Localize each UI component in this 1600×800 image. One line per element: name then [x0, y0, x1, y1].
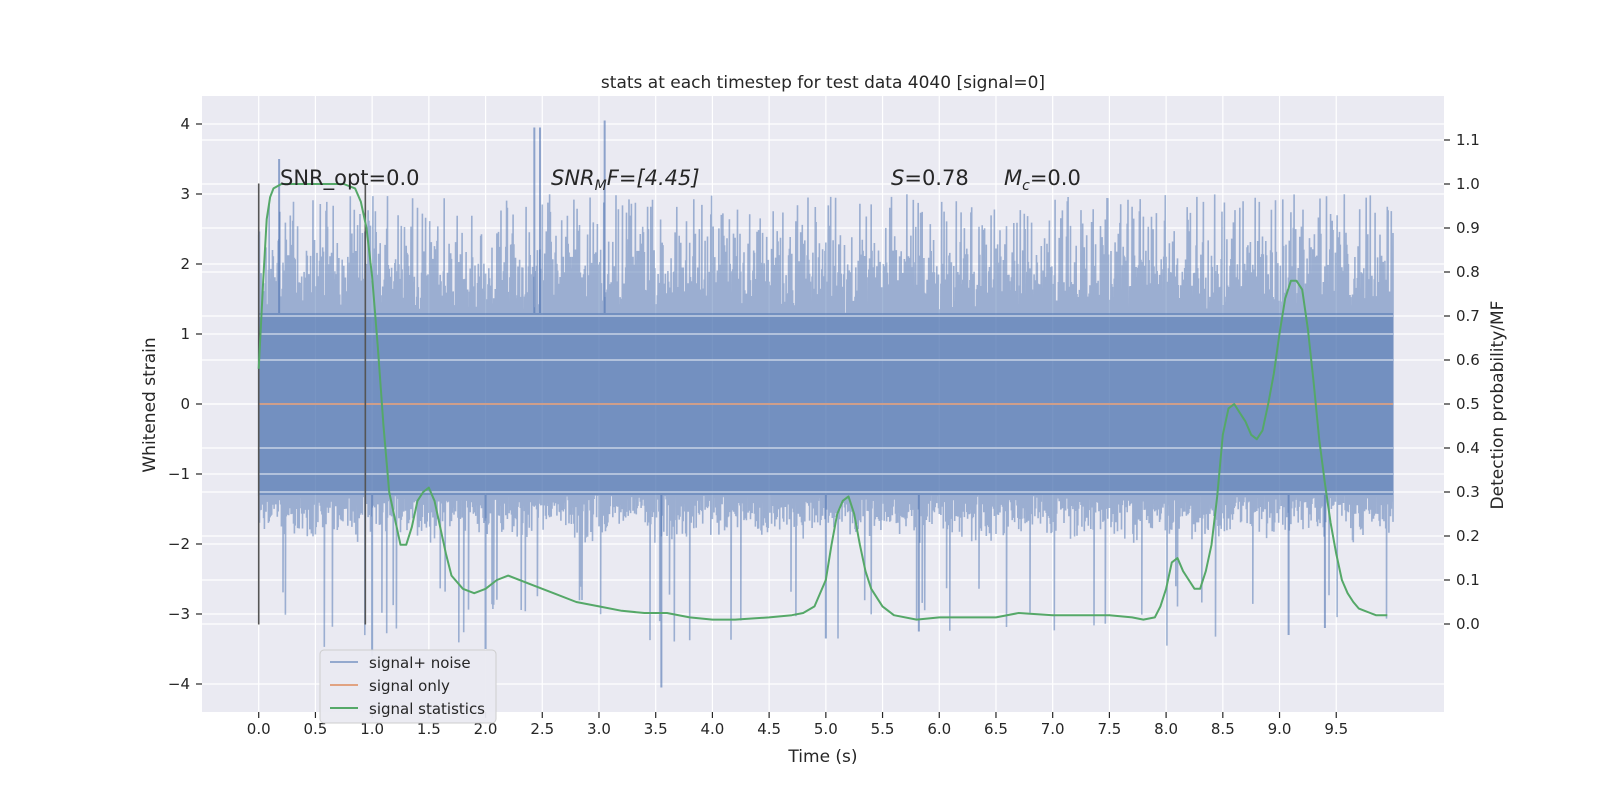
x-tick-label-7: 3.5 [644, 720, 668, 738]
y-right-tick-label-11: 1.1 [1456, 131, 1480, 149]
annotation-snr-mf: SNRMF=[4.45] [551, 166, 700, 194]
y-left-axis-label: Whitened strain [140, 337, 160, 472]
annotation-snr-mf-prefix: SNR [551, 166, 595, 190]
y-right-tick-label-10: 1.0 [1456, 175, 1480, 193]
legend-label-signal-only: signal only [369, 677, 450, 695]
y-left-tick-label-5: 1 [180, 325, 190, 343]
y-right-tick-label-8: 0.8 [1456, 263, 1480, 281]
x-tick-label-10: 5.0 [814, 720, 838, 738]
x-tick-label-5: 2.5 [530, 720, 554, 738]
y-right-tick-label-2: 0.2 [1456, 527, 1480, 545]
x-tick-label-12: 6.0 [927, 720, 951, 738]
annotation-mc-sub: c [1022, 178, 1030, 194]
legend-box [319, 649, 497, 724]
annotation-mc-suffix: =0.0 [1030, 166, 1081, 190]
y-left-tick-label-2: −2 [168, 535, 190, 553]
x-tick-label-3: 1.5 [417, 720, 441, 738]
annotation-mc: Mc=0.0 [1004, 166, 1081, 194]
x-tick-label-11: 5.5 [871, 720, 895, 738]
y-right-tick-label-9: 0.9 [1456, 219, 1480, 237]
x-axis-ticks: 0.0 0.5 1.0 1.5 2.0 2.5 3.0 3.5 4.0 4.5 5.0 5.5 6.0 6… [247, 712, 1348, 738]
x-tick-label-17: 8.5 [1211, 720, 1235, 738]
annotation-s: S=0.78 [891, 166, 969, 190]
y-right-tick-label-3: 0.3 [1456, 483, 1480, 501]
y-left-tick-label-8: 4 [180, 115, 190, 133]
x-tick-label-1: 0.5 [303, 720, 327, 738]
y-left-tick-label-6: 2 [180, 255, 190, 273]
y-right-axis-ticks: 0.0 0.1 0.2 0.3 0.4 0.5 0.6 0.7 0.8 0.9 1.0 1.1 [1444, 131, 1480, 633]
annotation-s-suffix: =0.78 [904, 166, 968, 190]
y-right-tick-label-6: 0.6 [1456, 351, 1480, 369]
series-signal-statistics [257, 183, 1388, 621]
y-right-tick-label-7: 0.7 [1456, 307, 1480, 325]
y-left-tick-label-1: −3 [168, 605, 190, 623]
vertical-markers [257, 183, 367, 625]
annotation-snr-mf-sub: M [595, 178, 607, 194]
x-tick-label-9: 4.5 [757, 720, 781, 738]
y-right-tick-label-4: 0.4 [1456, 439, 1480, 457]
annotation-mc-prefix: M [1004, 166, 1022, 190]
x-tick-label-4: 2.0 [474, 720, 498, 738]
signal-statistics-line [257, 183, 1388, 621]
y-left-tick-label-3: −1 [168, 465, 190, 483]
y-right-tick-label-1: 0.1 [1456, 571, 1480, 589]
chart-title: stats at each timestep for test data 404… [601, 73, 1045, 93]
y-right-tick-label-0: 0.0 [1456, 615, 1480, 633]
y-right-tick-label-5: 0.5 [1456, 395, 1480, 413]
x-tick-label-18: 9.0 [1268, 720, 1292, 738]
x-tick-label-0: 0.0 [247, 720, 271, 738]
annotation-s-prefix: S [891, 166, 904, 190]
legend: signal+ noise signal only signal statist… [319, 649, 497, 724]
x-tick-label-2: 1.0 [360, 720, 384, 738]
y-left-tick-label-7: 3 [180, 185, 190, 203]
legend-label-signal-statistics: signal statistics [369, 700, 485, 718]
annotation-snr-opt: SNR_opt=0.0 [280, 166, 420, 191]
y-left-tick-label-0: −4 [168, 675, 190, 693]
x-tick-label-15: 7.5 [1097, 720, 1121, 738]
x-axis-label: Time (s) [787, 747, 857, 767]
x-tick-label-13: 6.5 [984, 720, 1008, 738]
y-left-tick-label-4: 0 [180, 395, 190, 413]
x-tick-label-8: 4.0 [700, 720, 724, 738]
y-right-axis-label: Detection probability/MF [1488, 301, 1508, 510]
annotation-snr-mf-suffix: F=[4.45] [607, 166, 700, 190]
x-tick-label-19: 9.5 [1324, 720, 1348, 738]
legend-label-signal-noise: signal+ noise [369, 654, 471, 672]
y-left-axis-ticks: −4 −3 −2 −1 0 1 2 3 4 [168, 115, 202, 693]
x-tick-label-16: 8.0 [1154, 720, 1178, 738]
x-tick-label-14: 7.0 [1041, 720, 1065, 738]
x-tick-label-6: 3.0 [587, 720, 611, 738]
